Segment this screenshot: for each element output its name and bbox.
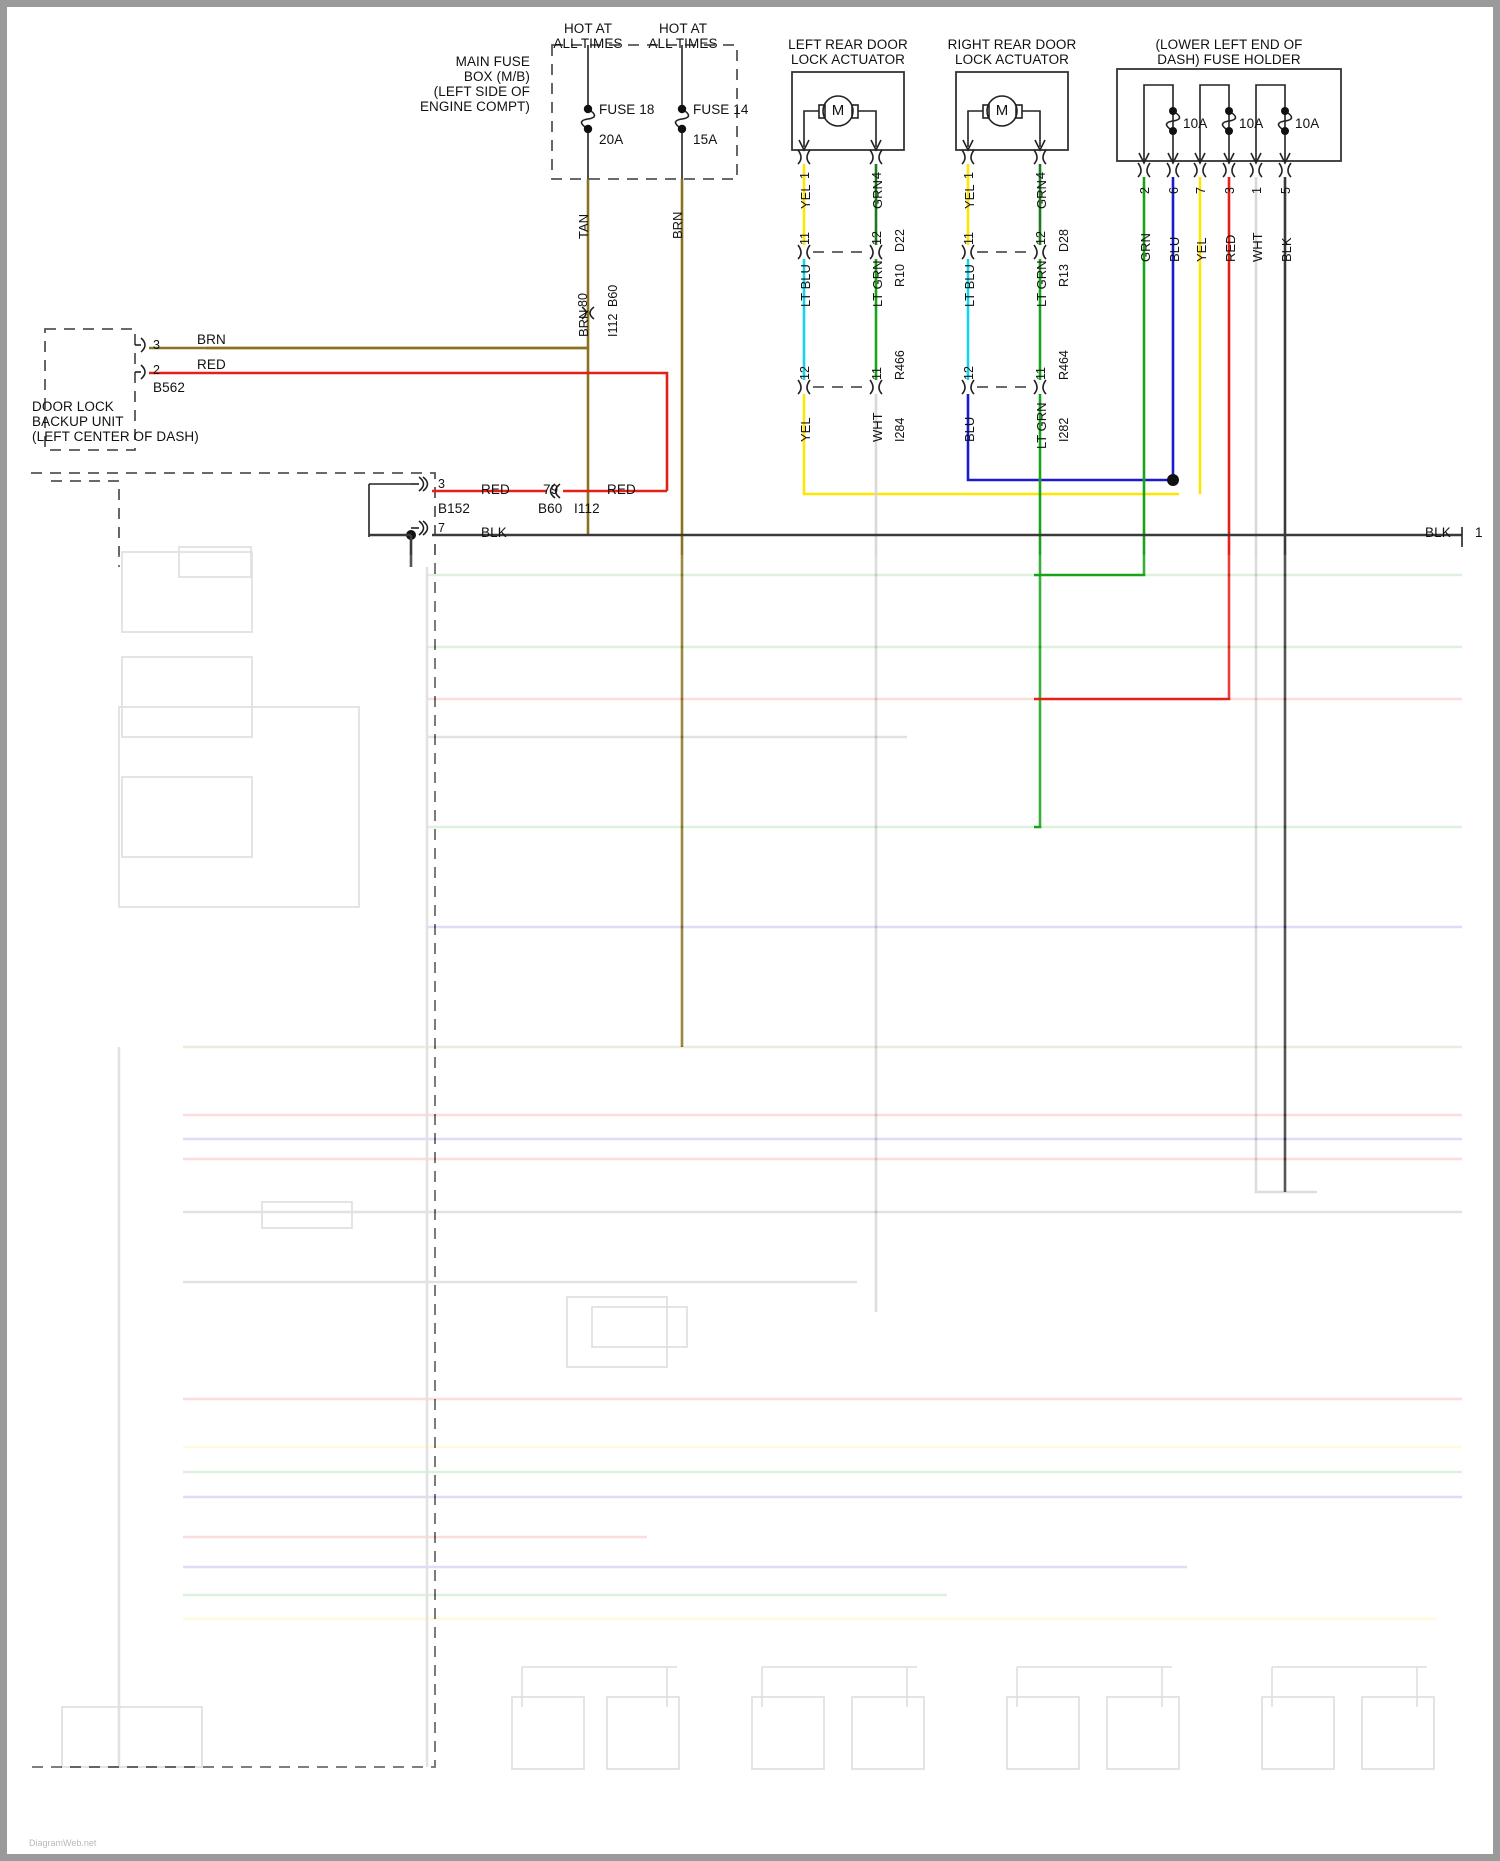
left-wire-yel-top: YEL (798, 184, 813, 209)
dash-fuse-holder-box (1116, 68, 1342, 165)
dash-wire-blu: BLU (1167, 236, 1182, 262)
left-wire-ltgrn: LT GRN (870, 260, 885, 307)
left-connector-d22: D22 (893, 229, 907, 252)
right-wire-blu-bottom: BLU (962, 416, 977, 442)
left-splice-12-top: 12 (870, 231, 884, 245)
dash-wire-blk: BLK (1279, 237, 1294, 262)
right-actuator-motor-symbol: M (995, 102, 1009, 119)
left-splice-12-bottom: 12 (798, 366, 812, 380)
wiring-diagram-canvas: .w{fill:none;stroke-width:2.6;} .thin{fi… (29, 44, 1469, 1845)
right-actuator-pin-1: 1 (962, 172, 976, 179)
wire-label-red-backup: RED (197, 357, 226, 372)
dash-fuse-1-rating: 10A (1183, 116, 1208, 131)
b152-pin-7: 7 (438, 521, 446, 535)
dash-fuse-2-rating: 10A (1239, 116, 1264, 131)
right-splice-11-bottom: 11 (1034, 367, 1048, 380)
wire-label-blk-right: BLK (1425, 525, 1451, 540)
left-wire-grn-top: GRN (870, 180, 885, 209)
dash-fuse-pin-2: 2 (1138, 187, 1152, 194)
left-splice-11-bottom: 11 (870, 367, 884, 380)
dash-fuse-3-rating: 10A (1295, 116, 1320, 131)
right-splice-11-top: 11 (962, 232, 976, 245)
left-wire-ltblu: LT BLU (798, 264, 813, 307)
connector-id-i112-red: I112 (574, 501, 600, 516)
right-connector-r464: R464 (1057, 350, 1071, 380)
dash-fuse-pin-1: 1 (1250, 187, 1264, 194)
fuse-14-rating: 15A (693, 132, 718, 147)
right-connector-r13: R13 (1057, 264, 1071, 287)
fuse-18-rating: 20A (599, 132, 624, 147)
b152-pin-3: 3 (438, 477, 446, 491)
b562-pin-2: 2 (153, 363, 161, 377)
wire-label-brn-b562: BRN (576, 309, 591, 337)
right-wire-ltgrn-bottom: LT GRN (1034, 402, 1049, 449)
hot-at-all-times-label-2: HOT AT ALL TIMES (648, 21, 718, 51)
b60-pin-79: 79 (543, 482, 559, 497)
left-rear-actuator-box (791, 71, 905, 152)
dash-wire-yel: YEL (1194, 237, 1209, 262)
right-connector-i282: I282 (1057, 417, 1071, 442)
left-actuator-motor-symbol: M (831, 102, 845, 119)
wire-label-tan: TAN (576, 213, 591, 239)
door-lock-backup-unit-caption: DOOR LOCK BACKUP UNIT (LEFT CENTER OF DA… (32, 399, 199, 444)
left-connector-r466: R466 (893, 350, 907, 380)
left-rear-actuator-caption: LEFT REAR DOOR LOCK ACTUATOR (788, 37, 908, 67)
dash-wire-wht: WHT (1250, 232, 1265, 262)
right-edge-pin-number: 1 (1475, 525, 1483, 540)
wire-label-red-right: RED (607, 482, 636, 497)
wire-label-brn-fuse14: BRN (670, 211, 685, 239)
dash-wire-grn: GRN (1138, 233, 1153, 262)
main-fuse-box-outline (551, 44, 738, 180)
right-splice-12-top: 12 (1034, 231, 1048, 245)
connector-id-b60-red: B60 (538, 501, 563, 516)
connector-id-i112-tan: I112 (606, 313, 620, 337)
dash-fuse-holder-caption: (LOWER LEFT END OF DASH) FUSE HOLDER (1155, 37, 1303, 67)
right-rear-actuator-caption: RIGHT REAR DOOR LOCK ACTUATOR (947, 37, 1077, 67)
main-fuse-box-caption: MAIN FUSE BOX (M/B) (LEFT SIDE OF ENGINE… (419, 54, 530, 114)
right-rear-actuator-box (955, 71, 1069, 152)
left-splice-11-top: 11 (798, 232, 812, 245)
watermark: DiagramWeb.net (29, 1838, 97, 1848)
left-wire-yel-bottom: YEL (798, 417, 813, 442)
connector-id-b152: B152 (438, 501, 470, 516)
right-actuator-pin-4: 4 (1034, 172, 1048, 179)
right-splice-12-bottom: 12 (962, 366, 976, 380)
dash-fuse-pin-7: 7 (1194, 187, 1208, 194)
right-wire-grn-top: GRN (1034, 180, 1049, 209)
right-wire-yel-top: YEL (962, 184, 977, 209)
dash-fuse-pin-5: 5 (1279, 187, 1293, 194)
dash-fuse-pin-3: 3 (1223, 187, 1237, 194)
dash-fuse-pin-6: 6 (1167, 187, 1181, 194)
wire-label-brn-backup: BRN (197, 332, 226, 347)
right-connector-d28: D28 (1057, 229, 1071, 252)
left-connector-i284: I284 (893, 417, 907, 442)
left-connector-r10: R10 (893, 264, 907, 287)
wire-label-red-left: RED (481, 482, 510, 497)
dash-wire-red: RED (1223, 234, 1238, 262)
hot-at-all-times-label-1: HOT AT ALL TIMES (553, 21, 623, 51)
connector-pin-80: 80 (576, 293, 590, 307)
fuse-18-label: FUSE 18 (599, 102, 655, 117)
connector-id-b60-tan: B60 (606, 284, 620, 307)
fuse-14-label: FUSE 14 (693, 102, 749, 117)
right-wire-ltgrn: LT GRN (1034, 260, 1049, 307)
b562-pin-3: 3 (153, 338, 161, 352)
wire-label-blk-left: BLK (481, 525, 507, 540)
door-lock-backup-unit-box (44, 328, 136, 451)
left-actuator-pin-1: 1 (798, 172, 812, 179)
faded-lower-diagram (29, 546, 1469, 1845)
left-wire-wht-bottom: WHT (870, 412, 885, 442)
connector-id-b562: B562 (153, 380, 185, 395)
left-actuator-pin-4: 4 (870, 172, 884, 179)
right-wire-ltblu: LT BLU (962, 264, 977, 307)
